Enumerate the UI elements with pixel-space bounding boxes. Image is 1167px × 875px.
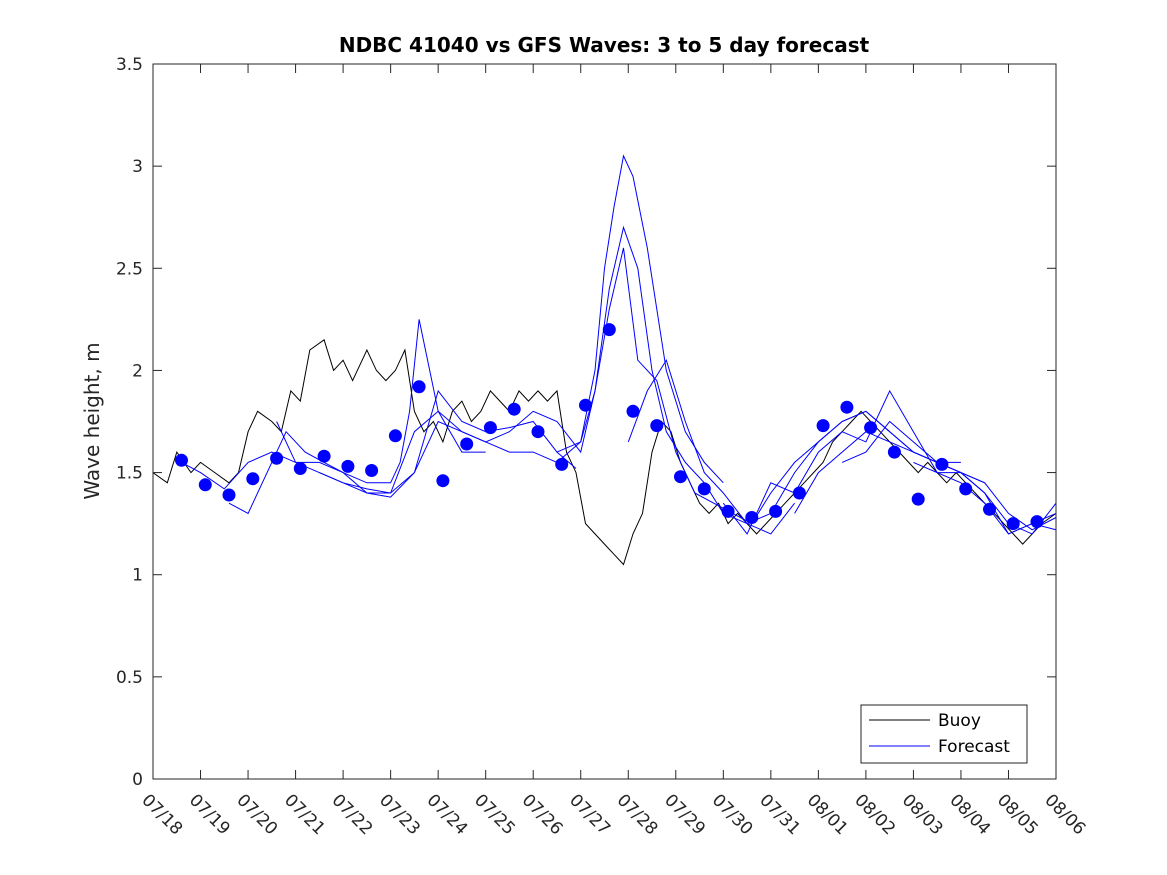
forecast-line-2 <box>228 389 577 515</box>
chart-title: NDBC 41040 vs GFS Waves: 3 to 5 day fore… <box>339 33 870 57</box>
forecast-marker <box>911 492 925 506</box>
legend: Buoy Forecast <box>860 704 1028 764</box>
forecast-marker <box>887 445 901 459</box>
y-tick-label: 2.5 <box>116 259 143 279</box>
forecast-marker <box>864 421 878 435</box>
x-tick-label: 07/21 <box>280 790 329 839</box>
x-tick-label: 07/18 <box>137 790 186 839</box>
x-tick-label: 08/04 <box>945 790 994 839</box>
forecast-line-7 <box>722 389 1056 535</box>
y-tick-label: 0.5 <box>116 668 143 688</box>
forecast-line-1 <box>181 319 486 490</box>
x-tick-label: 07/24 <box>423 790 472 839</box>
y-tick-label: 3 <box>132 157 143 177</box>
y-tick-label: 0 <box>132 770 143 790</box>
forecast-marker <box>935 457 949 471</box>
x-tick-label: 07/20 <box>233 790 282 839</box>
forecast-marker <box>483 421 497 435</box>
forecast-marker <box>674 470 687 484</box>
y-tick-label: 2 <box>132 361 143 381</box>
legend-box <box>860 704 1028 764</box>
x-tick-label: 07/31 <box>755 790 804 839</box>
x-tick-label: 07/25 <box>470 790 519 839</box>
forecast-marker <box>412 380 426 394</box>
forecast-marker <box>1006 517 1020 531</box>
forecast-marker <box>460 437 474 451</box>
forecast-marker <box>555 457 569 471</box>
axes <box>152 63 1057 780</box>
forecast-line-9 <box>841 420 1056 531</box>
x-tick-label: 07/27 <box>565 790 614 839</box>
tick-marks <box>152 63 1057 780</box>
y-tick-label: 1.5 <box>116 464 143 484</box>
forecast-marker <box>365 464 379 477</box>
x-tick-label: 08/02 <box>850 790 899 839</box>
forecast-marker <box>816 419 830 433</box>
forecast-marker <box>341 459 355 473</box>
x-tick-label: 08/05 <box>993 790 1042 839</box>
forecast-marker <box>697 482 711 496</box>
x-tick-label: 08/01 <box>803 790 852 839</box>
forecast-marker <box>222 488 236 502</box>
forecast-marker <box>293 462 307 475</box>
x-tick-label: 07/23 <box>375 790 424 839</box>
forecast-marker <box>246 472 260 486</box>
y-tick-label: 1 <box>132 566 143 586</box>
forecast-marker <box>507 402 521 416</box>
x-tick-label: 07/30 <box>708 790 757 839</box>
forecast-marker <box>650 419 664 433</box>
forecast-marker <box>959 482 973 496</box>
plot-area <box>153 64 1056 779</box>
x-tick-label: 07/26 <box>518 790 567 839</box>
forecast-marker <box>270 451 284 465</box>
legend-forecast-label: Forecast <box>938 737 1010 757</box>
chart-marks <box>153 154 1056 566</box>
x-tick-label: 08/06 <box>1040 790 1089 839</box>
forecast-marker <box>1030 515 1044 529</box>
forecast-marker <box>388 429 402 443</box>
forecast-marker <box>198 478 212 492</box>
forecast-marker <box>579 398 592 412</box>
buoy-series-line <box>153 338 1056 566</box>
x-tick-label: 07/29 <box>660 790 709 839</box>
forecast-marker <box>436 474 450 488</box>
x-tick-label: 08/03 <box>898 790 947 839</box>
axes-box <box>152 63 1057 780</box>
forecast-marker <box>792 486 806 500</box>
forecast-marker <box>769 504 783 518</box>
x-tick-label: 07/22 <box>328 790 377 839</box>
forecast-marker <box>745 511 759 524</box>
legend-buoy-label: Buoy <box>938 711 981 731</box>
y-tick-label: 3.5 <box>116 55 143 75</box>
forecast-marker <box>602 323 616 337</box>
forecast-line-3 <box>276 154 724 494</box>
forecast-marker <box>626 404 640 418</box>
y-axis-label: Wave height, m <box>80 342 104 499</box>
forecast-marker <box>840 400 854 414</box>
forecast-marker <box>175 453 188 467</box>
x-tick-label: 07/19 <box>185 790 234 839</box>
forecast-marker <box>531 425 545 439</box>
forecast-marker <box>983 502 996 516</box>
x-tick-label: 07/28 <box>613 790 662 839</box>
forecast-marker <box>317 449 331 463</box>
forecast-marker <box>721 504 735 518</box>
